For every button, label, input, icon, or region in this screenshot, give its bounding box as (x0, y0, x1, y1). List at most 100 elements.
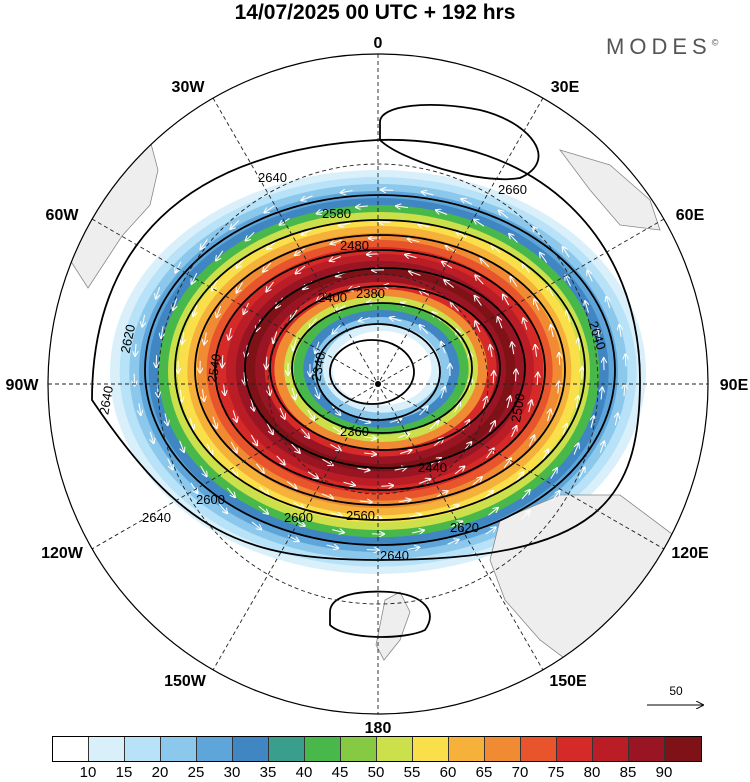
wind-vector (429, 421, 439, 430)
wind-vector (409, 271, 421, 276)
wind-vector (447, 540, 459, 545)
wind-vector (341, 191, 353, 193)
longitude-labels: 0 30E 60E 90E 120E 150E 180 150W 120W 90… (6, 35, 749, 735)
wind-vector (483, 397, 487, 409)
wind-vector (550, 468, 557, 479)
contour-label: 2640 (142, 510, 171, 525)
colorbar-box (233, 737, 269, 761)
wind-vector (236, 282, 243, 292)
wind-vector (180, 389, 182, 402)
wind-vector (521, 490, 530, 500)
contour-label: 2540 (204, 353, 224, 384)
wind-vector (250, 434, 257, 445)
wind-vector (357, 468, 370, 470)
lon-label: 180 (365, 720, 392, 735)
wind-vector (535, 345, 536, 357)
lon-label: 120E (671, 545, 709, 562)
colorbar-tick-label: 55 (403, 764, 421, 781)
colorbar-tick-label: 75 (547, 764, 565, 781)
wind-vector (264, 205, 275, 213)
contour-2580 (194, 234, 566, 506)
wind-vector (286, 480, 297, 488)
wind-vector (399, 450, 411, 454)
wind-vector (251, 521, 261, 529)
colorbar-box (665, 737, 701, 761)
wind-vector (364, 437, 376, 439)
wind-vector (576, 396, 578, 409)
pole-marker (375, 381, 381, 387)
wind-vector (165, 413, 168, 425)
wind-vector (291, 443, 300, 453)
wind-vector (454, 401, 460, 413)
wind-vector (332, 426, 343, 434)
wind-vector (440, 387, 445, 399)
wind-vector (213, 416, 217, 428)
wind-vector (409, 514, 421, 517)
wind-vector (475, 321, 481, 333)
wind-vector (301, 428, 309, 438)
wind-vector (407, 547, 419, 549)
wind-vector (364, 453, 376, 454)
colorbar-tick-label: 45 (331, 764, 349, 781)
wind-vector (498, 317, 503, 329)
wind-vector (485, 527, 496, 535)
wind-vector (488, 508, 498, 516)
wind-vector (446, 246, 457, 253)
colorbar-box (341, 737, 377, 761)
colorbar-box (125, 737, 161, 761)
wind-vector (222, 355, 223, 367)
wind-vector (230, 220, 240, 229)
wind-vector (156, 287, 160, 298)
wind-vector (381, 486, 393, 487)
wind-vector (217, 305, 222, 317)
wind-vector (135, 343, 136, 356)
wind-vector (552, 491, 560, 501)
contour-label: 2340 (308, 351, 328, 382)
wind-vector (310, 318, 317, 329)
colorbar-tick-label: 10 (79, 764, 97, 781)
wind-vector (390, 318, 402, 322)
wind-vector (182, 331, 184, 344)
wind-vector (422, 192, 434, 195)
colorbar-tick-label: 40 (295, 764, 313, 781)
wind-vector (251, 398, 254, 411)
wind-vector (419, 479, 430, 484)
wind-vector (461, 199, 473, 205)
wind-vector (558, 382, 559, 394)
wind-vector (615, 413, 617, 426)
colorbar-tick-label: 60 (439, 764, 457, 781)
lon-label: 120W (41, 545, 84, 562)
colorbar-ticks: 10 15 20 25 30 35 40 45 50 55 60 65 70 75 80 85 90 (52, 764, 702, 782)
wind-speed-band (332, 331, 432, 406)
wind-vector (193, 304, 197, 316)
wind-vector (190, 417, 193, 430)
wind-vector (389, 419, 401, 423)
wind-vector (321, 493, 333, 499)
wind-vector (216, 250, 224, 261)
wind-vector (266, 281, 274, 292)
wind-vector (317, 209, 329, 213)
wind-vector (520, 511, 529, 520)
chart-title: 14/07/2025 00 UTC + 192 hrs (234, 1, 516, 24)
wind-vector (540, 253, 548, 263)
colorbar-box (629, 737, 665, 761)
wind-vector (267, 240, 277, 249)
wind-vector (606, 297, 609, 309)
wind-vector (230, 441, 237, 453)
wind-vector (585, 301, 589, 313)
wind-vector (405, 255, 417, 258)
wind-vector (330, 513, 342, 516)
wind-vector (295, 248, 305, 255)
wind-vector (444, 280, 454, 288)
lon-label: 0 (374, 35, 383, 52)
wind-vector (418, 224, 430, 227)
contour-2640-outer (91, 139, 641, 561)
colorbar-tick-label: 50 (367, 764, 385, 781)
wind-vector (223, 383, 224, 395)
wind-vector (578, 338, 580, 351)
wind-vector (332, 530, 344, 533)
wind-vector (255, 463, 264, 473)
wind-vector (315, 341, 320, 353)
wind-vector (331, 405, 340, 415)
wind-vector (301, 195, 313, 201)
